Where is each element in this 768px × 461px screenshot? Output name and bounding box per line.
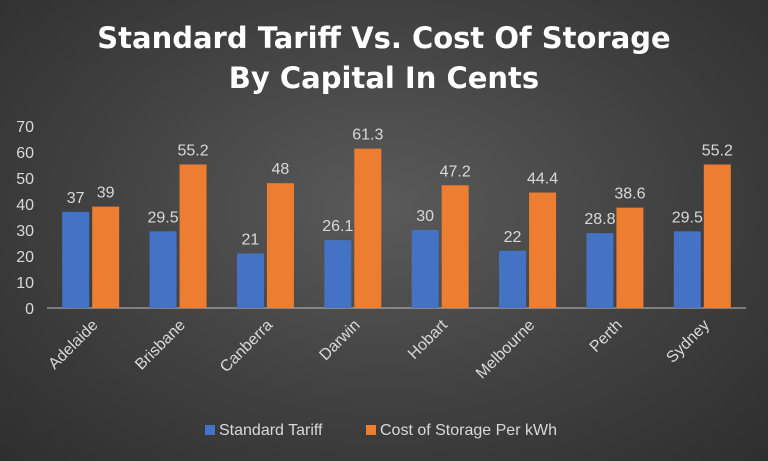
y-tick-label: 10 [16,275,34,292]
data-label: 61.3 [352,127,383,144]
bar-cost-of-storage [92,206,120,308]
data-label: 39 [97,185,115,202]
y-tick-label: 20 [16,249,34,266]
bar-standard-tariff [324,240,352,308]
chart-title-line-2: By Capital In Cents [228,61,540,95]
data-label: 37 [67,190,85,207]
y-tick-label: 50 [16,171,34,188]
data-label: 26.1 [322,218,353,235]
bar-standard-tariff [586,233,614,308]
bar-standard-tariff [499,250,527,308]
legend-label: Cost of Storage Per kWh [380,422,557,439]
bar-standard-tariff [62,211,90,308]
x-category-label: Melbourne [473,317,539,383]
data-label: 29.5 [147,209,178,226]
x-category-label: Perth [587,317,626,356]
legend-swatch [205,425,215,435]
y-tick-label: 0 [25,301,34,318]
data-label: 55.2 [177,142,208,159]
bar-cost-of-storage [529,192,557,308]
data-label: 44.4 [527,171,558,188]
data-label: 29.5 [672,209,703,226]
bar-standard-tariff [149,231,177,308]
bar-standard-tariff [236,253,264,308]
bar-standard-tariff [673,231,701,308]
data-label: 22 [504,229,522,246]
bar-cost-of-storage [616,207,644,308]
data-label: 55.2 [702,142,733,159]
y-tick-label: 30 [16,223,34,240]
y-tick-label: 70 [16,119,34,136]
data-label: 28.8 [584,211,615,228]
bar-cost-of-storage [179,164,207,308]
data-label: 48 [272,161,290,178]
bar-cost-of-storage [354,148,382,308]
y-tick-label: 60 [16,145,34,162]
bar-cost-of-storage [441,185,469,308]
data-label: 30 [416,208,434,225]
x-category-label: Adelaide [45,317,101,373]
legend-label: Standard Tariff [219,422,323,439]
data-label: 21 [242,231,260,248]
x-category-label: Hobart [405,316,451,362]
y-tick-label: 40 [16,197,34,214]
x-category-label: Sydney [663,317,713,367]
data-label: 47.2 [440,163,471,180]
legend-swatch [366,425,376,435]
bar-standard-tariff [411,230,439,308]
bar-cost-of-storage [703,164,731,308]
chart-title: Standard Tariff Vs. Cost Of Storage By C… [0,18,768,98]
x-category-label: Brisbane [132,317,189,374]
x-category-label: Canberra [217,317,276,376]
data-label: 38.6 [614,186,645,203]
chart-title-line-1: Standard Tariff Vs. Cost Of Storage [97,21,671,55]
x-category-label: Darwin [316,317,363,364]
bar-cost-of-storage [266,183,294,308]
